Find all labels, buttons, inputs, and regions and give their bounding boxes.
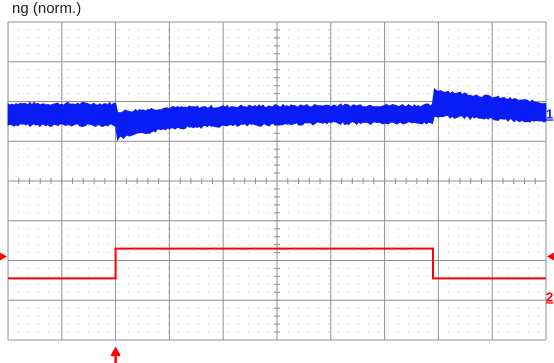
level-marker-left: [0, 252, 7, 261]
series-2-trace: [8, 247, 546, 280]
channel-1-label: 1: [546, 106, 553, 121]
series-1-trace: [7, 87, 547, 142]
level-marker-right: [547, 252, 554, 261]
channel-2-label: 2: [546, 289, 553, 304]
chart-title: ng (norm.): [12, 0, 82, 17]
trigger-arrow: [110, 346, 121, 363]
